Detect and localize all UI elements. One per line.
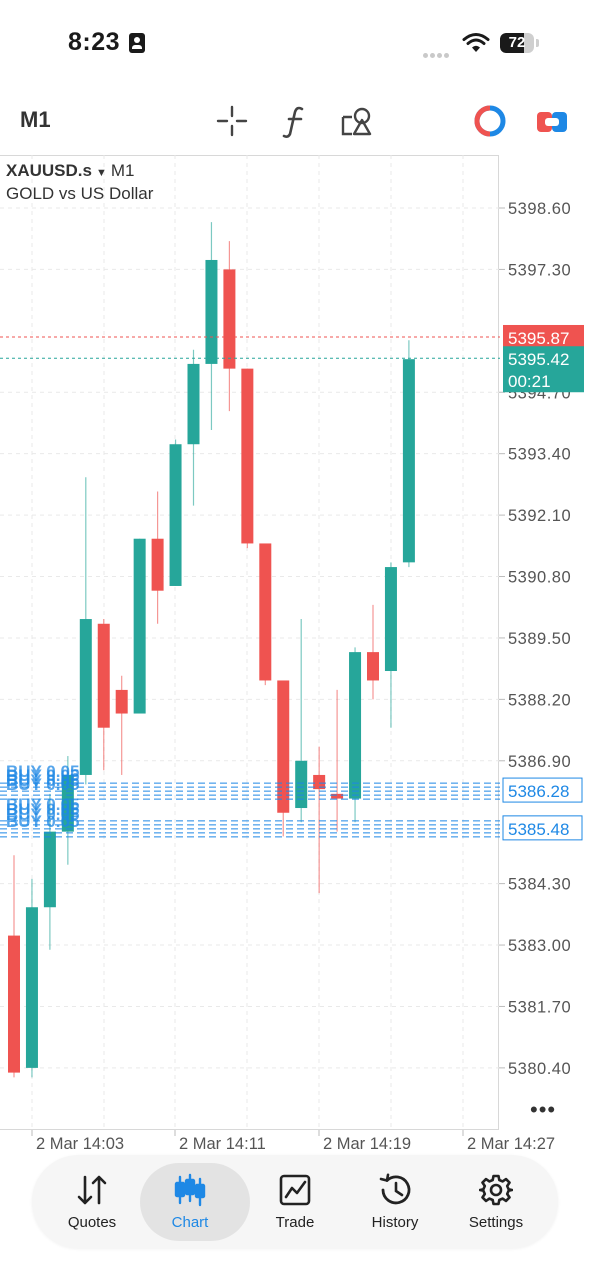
candle-down: [115, 689, 128, 714]
candlestick-icon: [174, 1173, 206, 1207]
nav-settings-label: Settings: [468, 1214, 524, 1231]
order-buy-label: BUY 0.05: [6, 812, 79, 831]
nav-chart-label: Chart: [171, 1214, 209, 1231]
candle-up: [187, 363, 200, 445]
caret-down-icon: ▼: [95, 167, 107, 179]
wifi-icon: [462, 33, 490, 52]
gear-icon: [479, 1174, 513, 1206]
y-tick-label: 5398.60: [508, 200, 571, 218]
more-options-icon[interactable]: •••: [530, 1097, 557, 1122]
order-buy-label: BUY 0.05: [6, 805, 79, 824]
order-buy-label: BUY 0.05: [6, 795, 79, 814]
candle-up: [133, 538, 146, 714]
candle-down: [331, 793, 344, 799]
symbol-name: XAUUSD.s: [6, 161, 92, 180]
candle-down: [151, 538, 164, 591]
y-tick-label: 5389.50: [508, 630, 571, 648]
battery-icon: 72: [500, 33, 534, 53]
price-chart[interactable]: 5398.605397.305394.705393.405392.105390.…: [0, 0, 590, 1160]
candle-up: [79, 619, 92, 775]
symbol-timeframe: M1: [110, 161, 135, 180]
chart-area[interactable]: [0, 155, 499, 1130]
y-tick-label: 5388.20: [508, 691, 571, 709]
candle-up: [384, 567, 397, 672]
x-tick-label: 2 Mar 14:19: [323, 1135, 411, 1153]
function-icon[interactable]: [282, 103, 308, 139]
order-buy-label: BUY 0.05: [6, 766, 79, 785]
candle-down: [97, 623, 110, 728]
symbol-description: GOLD vs US Dollar: [6, 184, 154, 203]
nav-chart[interactable]: Chart: [138, 1155, 250, 1248]
order-price-label: 5386.28: [508, 782, 569, 801]
candle-up: [295, 760, 308, 809]
candle-down: [223, 269, 236, 369]
nav-quotes-label: Quotes: [67, 1214, 117, 1231]
order-price-label: 5385.48: [508, 820, 569, 839]
candle-down: [367, 652, 379, 681]
order-price-box[interactable]: [502, 815, 583, 841]
candle-up: [169, 444, 182, 586]
nav-history[interactable]: History: [343, 1155, 447, 1248]
candle-down: [259, 543, 272, 681]
y-tick-label: 5393.40: [508, 446, 571, 464]
objects-icon[interactable]: [340, 103, 374, 139]
order-buy-label: BUY 0.05: [6, 800, 79, 819]
y-tick-label: 5390.80: [508, 569, 571, 587]
cellular-signal-icon: [423, 45, 451, 63]
candle-up: [402, 359, 415, 563]
y-tick-label: 5380.40: [508, 1060, 571, 1078]
y-tick-label: 5392.10: [508, 507, 571, 525]
nav-quotes[interactable]: Quotes: [40, 1155, 144, 1248]
x-tick-label: 2 Mar 14:11: [179, 1135, 266, 1153]
order-price-box[interactable]: [502, 777, 583, 803]
chart-symbol-header[interactable]: XAUUSD.s ▼ M1: [6, 161, 134, 181]
candle-up: [349, 652, 362, 799]
trade-panel-icon[interactable]: [535, 103, 569, 139]
status-time: 8:23: [68, 28, 121, 56]
nav-trade-label: Trade: [275, 1214, 315, 1231]
ask-price-label: 5395.87: [508, 329, 569, 348]
bottom-navigation: Quotes Chart Trade History: [32, 1155, 558, 1248]
x-tick-label: 2 Mar 14:03: [36, 1135, 124, 1153]
y-tick-label: 5383.00: [508, 937, 571, 955]
bid-price-label: 5395.42: [508, 350, 569, 369]
contact-card-icon: [129, 33, 145, 53]
history-clock-icon: [379, 1173, 411, 1205]
candle-down: [313, 774, 326, 790]
one-click-trading-icon[interactable]: [473, 103, 507, 139]
y-tick-label: 5384.30: [508, 876, 571, 894]
candle-up: [61, 774, 74, 832]
bar-countdown-label: 00:21: [508, 372, 551, 391]
order-buy-label: BUY 0.05: [6, 771, 79, 790]
y-tick-label: 5397.30: [508, 261, 571, 279]
x-tick-label: 2 Mar 14:27: [467, 1135, 555, 1153]
trade-chart-icon: [279, 1174, 311, 1206]
nav-trade[interactable]: Trade: [243, 1155, 347, 1248]
candle-down: [277, 680, 290, 813]
ask-price-badge: [503, 324, 584, 349]
battery-level: 72: [508, 34, 526, 51]
candle-up: [205, 259, 218, 364]
candle-up: [25, 907, 38, 1068]
order-buy-label: BUY 0.05: [6, 775, 79, 794]
candle-down: [241, 368, 254, 544]
quotes-arrows-icon: [77, 1175, 107, 1205]
status-bar: 8:23 72: [0, 0, 590, 90]
y-tick-label: 5386.90: [508, 753, 571, 771]
candle-down: [8, 935, 20, 1073]
bid-price-badge: [503, 346, 584, 393]
timeframe-button[interactable]: M1: [20, 107, 51, 132]
crosshair-icon[interactable]: [215, 103, 249, 139]
chart-toolbar: M1: [0, 95, 590, 150]
nav-settings[interactable]: Settings: [444, 1155, 548, 1248]
candle-up: [43, 831, 56, 908]
y-tick-label: 5381.70: [508, 998, 571, 1016]
order-buy-label: BUY 0.05: [6, 762, 79, 781]
nav-history-label: History: [371, 1214, 419, 1231]
